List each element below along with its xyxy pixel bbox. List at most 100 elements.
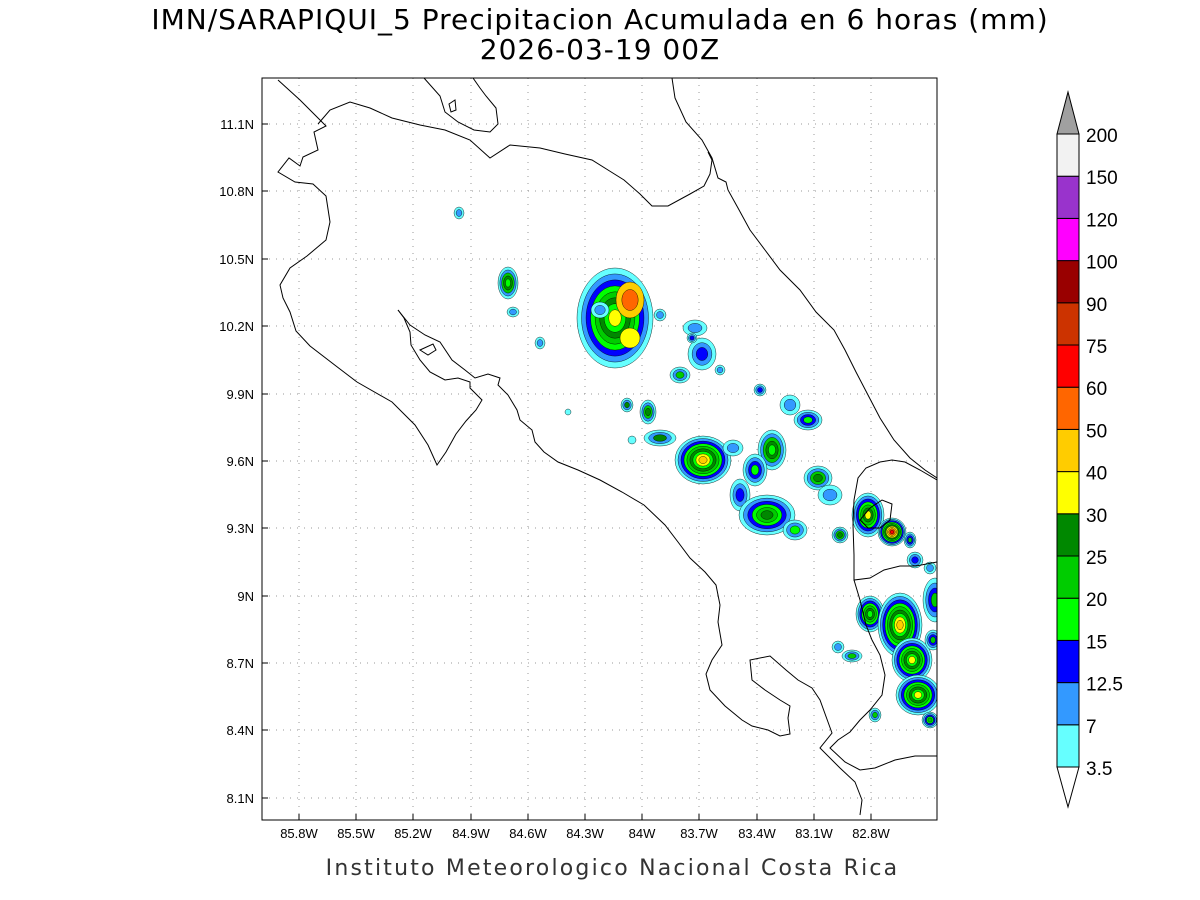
precip-contour <box>783 398 797 412</box>
precip-contour <box>926 564 934 572</box>
precip-contour <box>656 311 664 319</box>
precip-contour <box>608 309 622 327</box>
precip-contour <box>768 444 776 456</box>
lon-tick-label: 83.4W <box>738 826 776 841</box>
precip-contour <box>822 488 838 502</box>
colorbar-label: 90 <box>1086 295 1107 316</box>
colorbar-label: 50 <box>1086 421 1107 442</box>
lat-tick-label: 9.3N <box>227 521 254 536</box>
precip-contour <box>564 408 572 416</box>
colorbar-label: 75 <box>1086 337 1107 358</box>
precip-contour <box>696 347 708 361</box>
precip-contour <box>813 473 823 483</box>
precipitation-field <box>453 206 937 729</box>
lon-tick-label: 84.9W <box>452 826 490 841</box>
precip-contour <box>627 435 637 445</box>
lat-tick-label: 8.4N <box>227 723 254 738</box>
colorbar: 3.5 7 12.5 15 20 25 30 40 50 60 75 90 100 120 150 200 <box>1056 90 1123 809</box>
colorbar-swatch <box>1056 260 1080 304</box>
lon-tick-label: 85.5W <box>337 826 375 841</box>
precip-contour <box>726 443 740 453</box>
coast-line <box>418 343 437 356</box>
map-subtitle: 2026-03-19 00Z <box>479 33 721 66</box>
map-title: IMN/SARAPIQUI_5 Precipitacion Acumulada … <box>151 3 1049 36</box>
colorbar-label: 100 <box>1086 253 1118 274</box>
latitude-labels: 11.1N 10.8N 10.5N 10.2N 9.9N 9.6N 9.3N 9N 8.7N 8.… <box>219 117 254 806</box>
precip-contour <box>847 653 857 659</box>
precip-contour <box>621 289 639 311</box>
lon-tick-label: 84W <box>629 826 656 841</box>
precip-contour <box>872 711 878 719</box>
coast-line <box>277 79 483 467</box>
colorbar-label: 30 <box>1086 506 1107 527</box>
colorbar-lower-triangle <box>1056 766 1080 809</box>
colorbar-swatch <box>1056 682 1080 726</box>
precip-contour <box>536 339 544 347</box>
precip-contour <box>834 643 842 651</box>
precip-contour <box>624 401 630 409</box>
colorbar-swatch <box>1056 471 1080 515</box>
colorbar-swatch <box>1056 428 1080 473</box>
lat-tick-label: 11.1N <box>220 117 254 132</box>
lat-tick-label: 9.9N <box>227 387 254 402</box>
precip-contour <box>716 366 724 374</box>
colorbar-upper-triangle <box>1056 90 1080 135</box>
coast-line <box>448 99 457 113</box>
lat-tick-label: 9.6N <box>227 454 254 469</box>
precip-contour <box>594 305 606 315</box>
footer-credit: Instituto Meteorologico Nacional Costa R… <box>325 856 900 881</box>
precip-contour <box>803 416 813 424</box>
precip-contour <box>619 327 641 349</box>
colorbar-swatch <box>1056 513 1080 557</box>
colorbar-label: 7 <box>1086 717 1097 738</box>
precip-contour <box>911 556 919 564</box>
coast-line <box>852 459 937 581</box>
precip-contour <box>760 510 774 520</box>
colorbar-swatch <box>1056 386 1080 430</box>
lat-tick-label: 10.8N <box>219 184 254 199</box>
plot-frame <box>261 77 938 821</box>
colorbar-swatch <box>1056 639 1080 684</box>
colorbar-swatch <box>1056 217 1080 262</box>
coast-line <box>397 309 863 816</box>
precip-contour <box>789 525 801 535</box>
precip-contour <box>750 464 760 476</box>
colorbar-label: 150 <box>1086 168 1118 189</box>
lon-tick-label: 85.8W <box>280 826 318 841</box>
precip-contour <box>864 510 872 520</box>
colorbar-label: 12.5 <box>1086 675 1123 696</box>
precip-contour <box>889 529 895 535</box>
precip-contour <box>653 434 667 442</box>
precip-contour <box>509 308 517 316</box>
precip-contour <box>930 636 936 644</box>
precip-contour <box>687 323 703 333</box>
lon-tick-label: 84.3W <box>566 826 604 841</box>
longitude-labels: 85.8W 85.5W 85.2W 84.9W 84.6W 84.3W 84W 83.7W 83… <box>280 826 890 841</box>
lat-tick-label: 10.5N <box>219 252 254 267</box>
colorbar-label: 20 <box>1086 590 1107 611</box>
colorbar-label: 25 <box>1086 548 1107 569</box>
colorbar-swatch <box>1056 344 1080 388</box>
precip-contour <box>867 610 873 618</box>
lat-tick-label: 10.2N <box>219 319 254 334</box>
coast-line <box>317 101 713 207</box>
precip-contour <box>505 278 511 288</box>
lat-tick-label: 8.1N <box>227 791 254 806</box>
colorbar-swatch <box>1056 555 1080 599</box>
precip-contour <box>675 371 685 379</box>
colorbar-swatch <box>1056 133 1080 177</box>
precip-contour <box>908 656 916 664</box>
lon-tick-label: 85.2W <box>394 826 432 841</box>
coast-line <box>671 78 937 479</box>
precip-contour <box>645 407 651 417</box>
colorbar-swatch <box>1056 724 1080 768</box>
lon-tick-label: 83.1W <box>795 826 833 841</box>
coast-line <box>423 78 499 133</box>
precip-contour <box>757 387 763 393</box>
colorbar-swatch <box>1056 302 1080 346</box>
precip-contour <box>689 335 695 341</box>
precip-contour <box>896 620 904 630</box>
colorbar-swatch <box>1056 175 1080 219</box>
graticule <box>262 78 937 820</box>
lat-tick-label: 8.7N <box>227 656 254 671</box>
